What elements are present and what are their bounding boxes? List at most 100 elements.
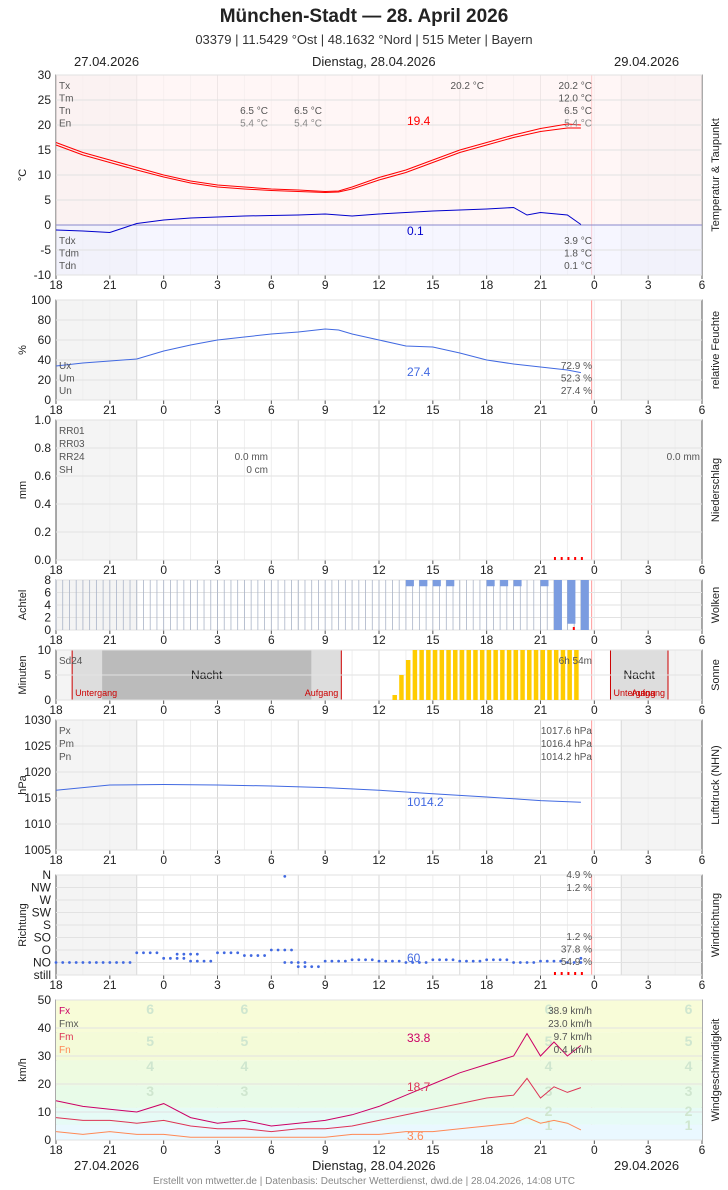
sunshine-sun-bar bbox=[500, 650, 505, 700]
wind_speed-summary: 9.7 km/h bbox=[554, 1032, 592, 1043]
precipitation-marker bbox=[567, 557, 570, 560]
wind_direction-point bbox=[337, 959, 341, 963]
wind_direction-point bbox=[263, 954, 267, 957]
sunshine-ytick-label: 10 bbox=[38, 643, 52, 657]
temperature-mid-col1: 5.4 °C bbox=[240, 119, 268, 130]
station-info: 03379 | 11.5429 °Ost | 48.1632 °Nord | 5… bbox=[195, 32, 533, 47]
wind_direction-point bbox=[290, 961, 293, 964]
pressure-ytick-label: 1025 bbox=[24, 739, 51, 753]
sunshine-xtick-label: 6 bbox=[699, 703, 706, 717]
sunshine-sun-bar bbox=[513, 650, 519, 700]
wind_speed-xtick-label: 6 bbox=[699, 1143, 706, 1157]
wind_speed-bft-band-2 bbox=[56, 1085, 702, 1108]
wind_direction-point bbox=[532, 961, 536, 964]
sunshine-sun-bar bbox=[466, 650, 471, 700]
clouds-xtick-label: 3 bbox=[645, 633, 652, 647]
temperature-series-Tdm bbox=[55, 206, 582, 234]
sunshine-xtick-label: 3 bbox=[645, 703, 652, 717]
wind_direction-point bbox=[283, 874, 287, 878]
sunshine-sun-bar bbox=[405, 660, 411, 700]
pressure-xtick-label: 21 bbox=[103, 853, 117, 867]
wind_speed-ylabel: km/h bbox=[17, 1058, 29, 1082]
wind_direction-point bbox=[444, 958, 448, 962]
sunshine-sun-bar bbox=[547, 650, 552, 700]
wind_speed-bft-label-2: 2 bbox=[545, 1103, 553, 1119]
precipitation-xtick-label: 18 bbox=[480, 563, 494, 577]
wind_speed-bft-label-5: 5 bbox=[241, 1033, 249, 1049]
wind_speed-ytick-label: 20 bbox=[38, 1077, 52, 1091]
temperature-xtick-label: 0 bbox=[160, 278, 167, 292]
sunshine-xtick-label: 21 bbox=[103, 703, 117, 717]
wind_direction-xtick-label: 0 bbox=[160, 978, 167, 992]
wind_direction-point bbox=[182, 956, 186, 960]
wind_direction-point bbox=[142, 951, 145, 955]
wind_direction-point bbox=[478, 959, 482, 963]
temperature-ytick-label: 10 bbox=[38, 168, 52, 182]
pressure-xtick-label: 6 bbox=[268, 853, 275, 867]
wind_direction-point bbox=[276, 948, 280, 952]
wind_direction-point bbox=[94, 961, 98, 964]
precipitation-ytick-label: 0.6 bbox=[34, 469, 51, 483]
humidity-shade-right bbox=[621, 300, 702, 400]
wind_speed-xtick-label: 0 bbox=[591, 1143, 598, 1157]
wind_direction-point bbox=[370, 958, 374, 962]
wind_speed-bft-label-6: 6 bbox=[241, 1001, 249, 1017]
pressure-xtick-label: 9 bbox=[322, 853, 329, 867]
precipitation-shade-right bbox=[621, 420, 702, 560]
pressure-xtick-label: 18 bbox=[480, 853, 494, 867]
wind_direction-xtick-label: 6 bbox=[699, 978, 706, 992]
wind_speed-bft-label-3: 3 bbox=[241, 1083, 249, 1099]
pressure-ytick-label: 1010 bbox=[24, 817, 51, 831]
humidity-ytick-label: 100 bbox=[31, 293, 51, 307]
wind_speed-xtick-label: 6 bbox=[268, 1143, 275, 1157]
wind_speed-end-label-fm: 18.7 bbox=[407, 1080, 431, 1094]
page-title: München-Stadt — 28. April 2026 bbox=[219, 6, 509, 27]
wind_direction-point bbox=[249, 954, 253, 957]
sunshine-sun-bar bbox=[426, 650, 431, 700]
sunshine-sun-bar bbox=[473, 650, 478, 700]
wind_direction-summary-bottom: 54.9 % bbox=[561, 957, 592, 968]
sunshine-xtick-label: 3 bbox=[214, 703, 221, 717]
clouds-bar bbox=[446, 580, 455, 587]
pressure-ytick-label: 1005 bbox=[24, 843, 51, 857]
sunshine-xtick-label: 15 bbox=[426, 703, 440, 717]
wind_direction-xtick-label: 21 bbox=[534, 978, 548, 992]
temperature-ytick-label: 15 bbox=[38, 143, 52, 157]
sunshine-sunset-label: Untergang bbox=[75, 688, 117, 698]
sunshine-xtick-label: 0 bbox=[591, 703, 598, 717]
humidity-ytick-label: 60 bbox=[38, 333, 52, 347]
clouds-xtick-label: 6 bbox=[268, 633, 275, 647]
precipitation-xtick-label: 12 bbox=[372, 563, 386, 577]
wind_speed-legend-Fn: Fn bbox=[59, 1045, 71, 1056]
temperature-xtick-label: 15 bbox=[426, 278, 440, 292]
sunshine-sun-bar bbox=[419, 650, 424, 700]
wind_speed-legend-Fmx: Fmx bbox=[59, 1019, 78, 1030]
wind_direction-point bbox=[451, 958, 455, 962]
sunshine-sun-bar bbox=[553, 650, 559, 700]
clouds-side-label: Wolken bbox=[710, 587, 722, 623]
temperature-ytick-label: 0 bbox=[44, 218, 51, 232]
clouds-xtick-label: 18 bbox=[480, 633, 494, 647]
wind_direction-point bbox=[330, 959, 334, 963]
humidity-xtick-label: 15 bbox=[426, 403, 440, 417]
wind_direction-point bbox=[296, 965, 300, 969]
sunshine-total: 6h 54m bbox=[559, 656, 592, 667]
precipitation-ytick-label: 0.4 bbox=[34, 497, 51, 511]
wind_direction-point bbox=[417, 961, 421, 964]
wind_direction-point bbox=[243, 954, 246, 957]
wind_direction-point bbox=[458, 959, 462, 963]
precipitation-xtick-label: 9 bbox=[322, 563, 329, 577]
humidity-summary: 52.3 % bbox=[561, 374, 592, 385]
humidity-summary: 27.4 % bbox=[561, 386, 592, 397]
wind_direction-xtick-label: 18 bbox=[480, 978, 494, 992]
temperature-xtick-label: 0 bbox=[591, 278, 598, 292]
humidity-xtick-label: 12 bbox=[372, 403, 386, 417]
wind_direction-summary-bottom: 1.2 % bbox=[566, 932, 592, 943]
wind_direction-point bbox=[525, 961, 529, 964]
clouds-ytick-label: 6 bbox=[44, 586, 51, 600]
wind_direction-point bbox=[121, 961, 125, 964]
wind_speed-bft-label-3: 3 bbox=[146, 1083, 154, 1099]
wind_direction-point bbox=[438, 958, 441, 962]
precipitation-xtick-label: 6 bbox=[268, 563, 275, 577]
temperature-summary-bottom: 3.9 °C bbox=[564, 236, 592, 247]
